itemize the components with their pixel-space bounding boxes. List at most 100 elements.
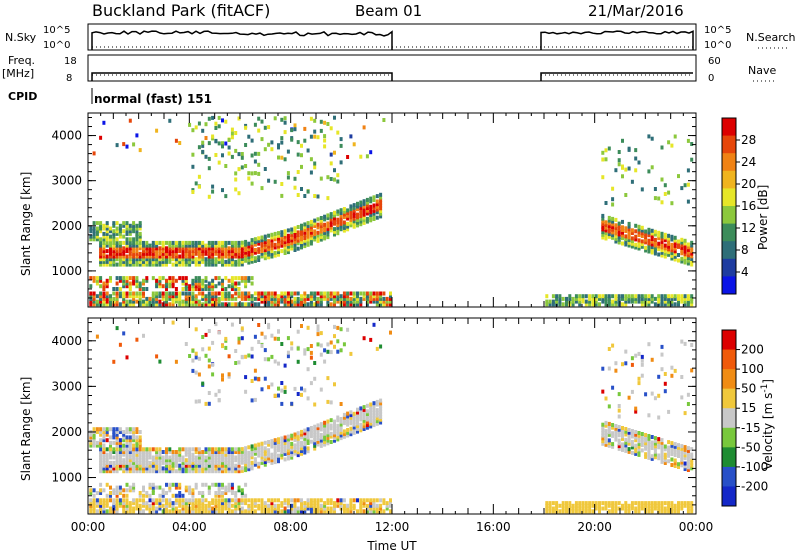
data-cell bbox=[214, 452, 218, 457]
data-cell bbox=[142, 249, 145, 254]
data-cell bbox=[211, 469, 215, 474]
data-cell bbox=[99, 506, 103, 511]
data-cell bbox=[132, 249, 136, 254]
data-cell bbox=[290, 238, 294, 243]
data-cell bbox=[346, 213, 350, 218]
data-cell bbox=[155, 452, 159, 457]
data-cell bbox=[663, 447, 667, 452]
data-cell bbox=[369, 405, 373, 410]
data-cell bbox=[138, 450, 142, 454]
data-cell bbox=[673, 235, 677, 240]
data-cell bbox=[234, 187, 238, 192]
data-cell bbox=[125, 355, 129, 360]
data-cell bbox=[250, 379, 254, 383]
data-cell bbox=[362, 201, 366, 206]
data-cell bbox=[174, 138, 178, 143]
data-cell bbox=[237, 294, 241, 299]
data-cell bbox=[683, 255, 687, 259]
data-cell bbox=[333, 218, 336, 223]
data-cell bbox=[207, 116, 211, 121]
data-cell bbox=[109, 296, 112, 301]
data-cell bbox=[92, 226, 96, 231]
data-cell bbox=[194, 466, 198, 471]
data-cell bbox=[617, 240, 621, 245]
data-cell bbox=[389, 296, 392, 301]
data-cell bbox=[178, 485, 182, 490]
data-cell bbox=[270, 240, 274, 245]
data-cell bbox=[165, 287, 168, 291]
data-cell bbox=[372, 420, 376, 425]
data-cell bbox=[611, 444, 615, 449]
data-cell bbox=[293, 242, 297, 247]
data-cell bbox=[102, 223, 106, 228]
data-cell bbox=[247, 445, 251, 450]
data-cell bbox=[339, 227, 343, 232]
data-cell bbox=[204, 251, 208, 256]
data-cell bbox=[379, 291, 383, 296]
data-cell bbox=[105, 509, 109, 514]
data-cell bbox=[362, 212, 366, 217]
data-cell bbox=[319, 435, 323, 440]
data-cell bbox=[627, 395, 631, 400]
data-cell bbox=[647, 501, 651, 506]
data-cell bbox=[138, 291, 142, 296]
data-cell bbox=[306, 506, 310, 511]
data-cell bbox=[323, 228, 327, 233]
data-cell bbox=[667, 252, 671, 257]
data-cell bbox=[99, 458, 103, 463]
data-cell bbox=[174, 452, 178, 457]
data-cell bbox=[217, 276, 221, 281]
data-cell bbox=[204, 458, 208, 463]
data-cell bbox=[244, 294, 248, 299]
data-cell bbox=[690, 299, 694, 304]
data-cell bbox=[155, 485, 159, 490]
data-cell bbox=[624, 446, 628, 451]
data-cell bbox=[99, 452, 103, 457]
data-cell bbox=[385, 302, 389, 307]
data-cell bbox=[115, 302, 119, 307]
data-cell bbox=[142, 463, 145, 468]
data-cell bbox=[247, 456, 251, 461]
data-cell bbox=[574, 294, 578, 299]
data-cell bbox=[92, 237, 96, 242]
data-cell bbox=[135, 438, 139, 443]
data-cell bbox=[115, 251, 119, 256]
data-cell bbox=[673, 238, 677, 243]
data-cell bbox=[109, 447, 112, 452]
data-cell bbox=[653, 501, 657, 506]
data-cell bbox=[128, 438, 132, 443]
data-cell bbox=[293, 503, 297, 508]
data-cell bbox=[148, 249, 152, 254]
data-cell bbox=[667, 506, 671, 511]
data-cell bbox=[309, 238, 313, 243]
data-cell bbox=[660, 177, 664, 182]
data-cell bbox=[647, 453, 651, 458]
data-cell bbox=[181, 463, 185, 468]
data-cell bbox=[92, 291, 96, 296]
data-cell bbox=[234, 240, 238, 245]
data-cell bbox=[329, 291, 333, 296]
data-cell bbox=[135, 262, 139, 267]
data-cell bbox=[647, 249, 651, 254]
data-cell bbox=[686, 299, 690, 304]
data-cell bbox=[653, 438, 657, 443]
data-cell bbox=[178, 447, 182, 452]
data-cell bbox=[207, 287, 211, 291]
data-cell bbox=[240, 354, 244, 359]
data-cell bbox=[686, 457, 690, 462]
data-cell bbox=[191, 501, 195, 506]
data-cell bbox=[686, 256, 690, 260]
data-cell bbox=[591, 501, 595, 506]
data-cell bbox=[686, 261, 690, 266]
data-cell bbox=[329, 426, 333, 431]
data-cell bbox=[614, 368, 618, 373]
data-cell bbox=[650, 247, 654, 252]
data-cell bbox=[601, 222, 605, 226]
data-cell bbox=[365, 216, 369, 221]
data-cell bbox=[647, 299, 651, 304]
data-cell bbox=[296, 302, 300, 307]
data-cell bbox=[346, 227, 350, 232]
data-cell bbox=[670, 253, 674, 258]
data-cell bbox=[227, 254, 231, 259]
